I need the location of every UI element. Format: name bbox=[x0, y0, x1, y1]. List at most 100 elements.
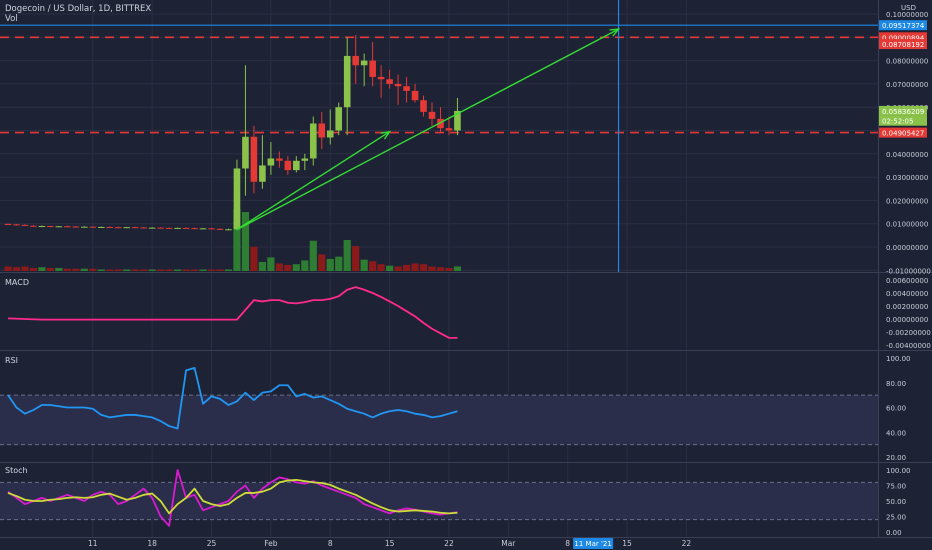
time-tick-label: 11 bbox=[88, 539, 98, 548]
volume-bar bbox=[394, 266, 402, 271]
chart-title: Dogecoin / US Dollar, 1D, BITTREX bbox=[5, 4, 151, 14]
candle-body bbox=[148, 227, 156, 229]
candle-body bbox=[89, 226, 97, 228]
indicator-line bbox=[7, 286, 458, 339]
indicator-band bbox=[0, 395, 878, 445]
candle-body bbox=[301, 158, 309, 161]
candle-body bbox=[377, 76, 385, 80]
candle-body bbox=[123, 227, 131, 229]
volume-bar bbox=[89, 268, 97, 271]
volume-bar bbox=[352, 246, 360, 271]
volume-bar bbox=[360, 259, 368, 271]
candle-body bbox=[225, 229, 232, 231]
candle-body bbox=[411, 90, 419, 101]
price-tag bbox=[879, 20, 927, 31]
volume-bar bbox=[216, 269, 224, 271]
volume-bar bbox=[106, 269, 114, 271]
time-axis[interactable]: 11 18 25 Feb 8 15 22 Mar 8 15 22 11 Mar '21 bbox=[88, 538, 691, 549]
time-tick-label: 8 bbox=[328, 539, 333, 548]
candle-body bbox=[47, 226, 54, 228]
macd-pane[interactable] bbox=[7, 286, 458, 339]
candle-body bbox=[114, 227, 122, 229]
volume-bar bbox=[318, 254, 326, 271]
volume-bar bbox=[182, 269, 190, 271]
volume-bar bbox=[174, 269, 182, 271]
candle-body bbox=[360, 60, 368, 66]
price-tick-label: 0.03000000 bbox=[886, 174, 928, 182]
price-tag bbox=[879, 32, 927, 43]
volume-bar bbox=[250, 246, 258, 271]
candle-body bbox=[191, 228, 198, 230]
indicator-tick-label: -0.00200000 bbox=[886, 329, 931, 337]
candle-body bbox=[284, 160, 292, 171]
volume-label: Vol bbox=[5, 14, 18, 24]
volume-bar bbox=[114, 269, 122, 271]
candle-body bbox=[276, 158, 283, 161]
candle-body bbox=[4, 223, 12, 225]
stoch-pane[interactable] bbox=[0, 469, 878, 527]
time-cursor-tag bbox=[573, 538, 614, 549]
volume-bar bbox=[123, 269, 131, 271]
candle-body bbox=[72, 226, 80, 228]
indicator-tick-label: 40.00 bbox=[886, 429, 906, 437]
volume-bar bbox=[80, 268, 88, 271]
volume-bar bbox=[21, 266, 29, 271]
price-tick-label: 0.00000000 bbox=[886, 244, 928, 252]
volume-bar bbox=[386, 265, 394, 271]
indicator-line bbox=[7, 366, 458, 430]
volume-bar bbox=[4, 266, 12, 271]
volume-bar bbox=[301, 260, 309, 271]
volume-bar bbox=[12, 267, 21, 271]
price-tick-label: 0.01000000 bbox=[886, 221, 928, 229]
candle-body bbox=[437, 118, 444, 129]
volume-bar bbox=[165, 269, 173, 271]
macd-label: MACD bbox=[5, 278, 29, 287]
pct-D-line bbox=[7, 479, 458, 515]
indicator-tick-label: 0.00400000 bbox=[886, 290, 928, 298]
candle-body bbox=[64, 226, 71, 228]
volume-bar bbox=[436, 267, 445, 271]
indicator-tick-label: 0.00000000 bbox=[886, 316, 928, 324]
candle-body bbox=[81, 226, 88, 228]
time-tick-label: 8 bbox=[565, 539, 570, 548]
volume-bar bbox=[157, 269, 165, 271]
candle-body bbox=[157, 227, 164, 229]
price-tag-label: 0.09517374 bbox=[882, 22, 925, 30]
indicator-tick-label: 80.00 bbox=[886, 380, 906, 388]
volume-bar bbox=[411, 263, 419, 271]
candle-body bbox=[38, 226, 46, 228]
rsi-label: RSI bbox=[5, 356, 18, 365]
volume-bar bbox=[241, 212, 250, 271]
price-tick-label: 0.02000000 bbox=[886, 197, 928, 205]
price-axis[interactable]: 0.100000000.080000000.070000000.06000000… bbox=[879, 11, 931, 537]
trend-arrow-short-head bbox=[380, 130, 392, 140]
volume-bar bbox=[148, 269, 156, 271]
price-pane[interactable] bbox=[0, 0, 878, 272]
trend-arrow-short bbox=[236, 131, 390, 231]
volume-bar bbox=[267, 257, 275, 271]
volume-bar bbox=[445, 267, 453, 271]
volume-bar bbox=[377, 264, 385, 271]
volume-bar bbox=[140, 269, 148, 271]
volume-bar bbox=[453, 266, 462, 271]
rsi-pane[interactable] bbox=[0, 366, 878, 446]
volume-bar bbox=[402, 264, 411, 271]
candle-body bbox=[233, 168, 241, 230]
price-tag bbox=[879, 115, 927, 126]
price-tag-label: 02:52:05 bbox=[882, 118, 913, 126]
candle-body bbox=[428, 111, 436, 119]
trend-arrow bbox=[236, 28, 619, 231]
time-tick-label: 22 bbox=[682, 539, 692, 548]
candle-body bbox=[454, 110, 461, 131]
volume-bar bbox=[428, 266, 436, 271]
indicator-tick-label: -0.00400000 bbox=[886, 342, 931, 350]
volume-bar bbox=[72, 268, 80, 271]
candle-body bbox=[394, 83, 402, 87]
candle-body bbox=[309, 123, 317, 159]
candle-body bbox=[165, 227, 173, 229]
candle-body bbox=[199, 228, 207, 230]
volume-bar bbox=[335, 256, 343, 271]
candle-body bbox=[343, 55, 351, 108]
